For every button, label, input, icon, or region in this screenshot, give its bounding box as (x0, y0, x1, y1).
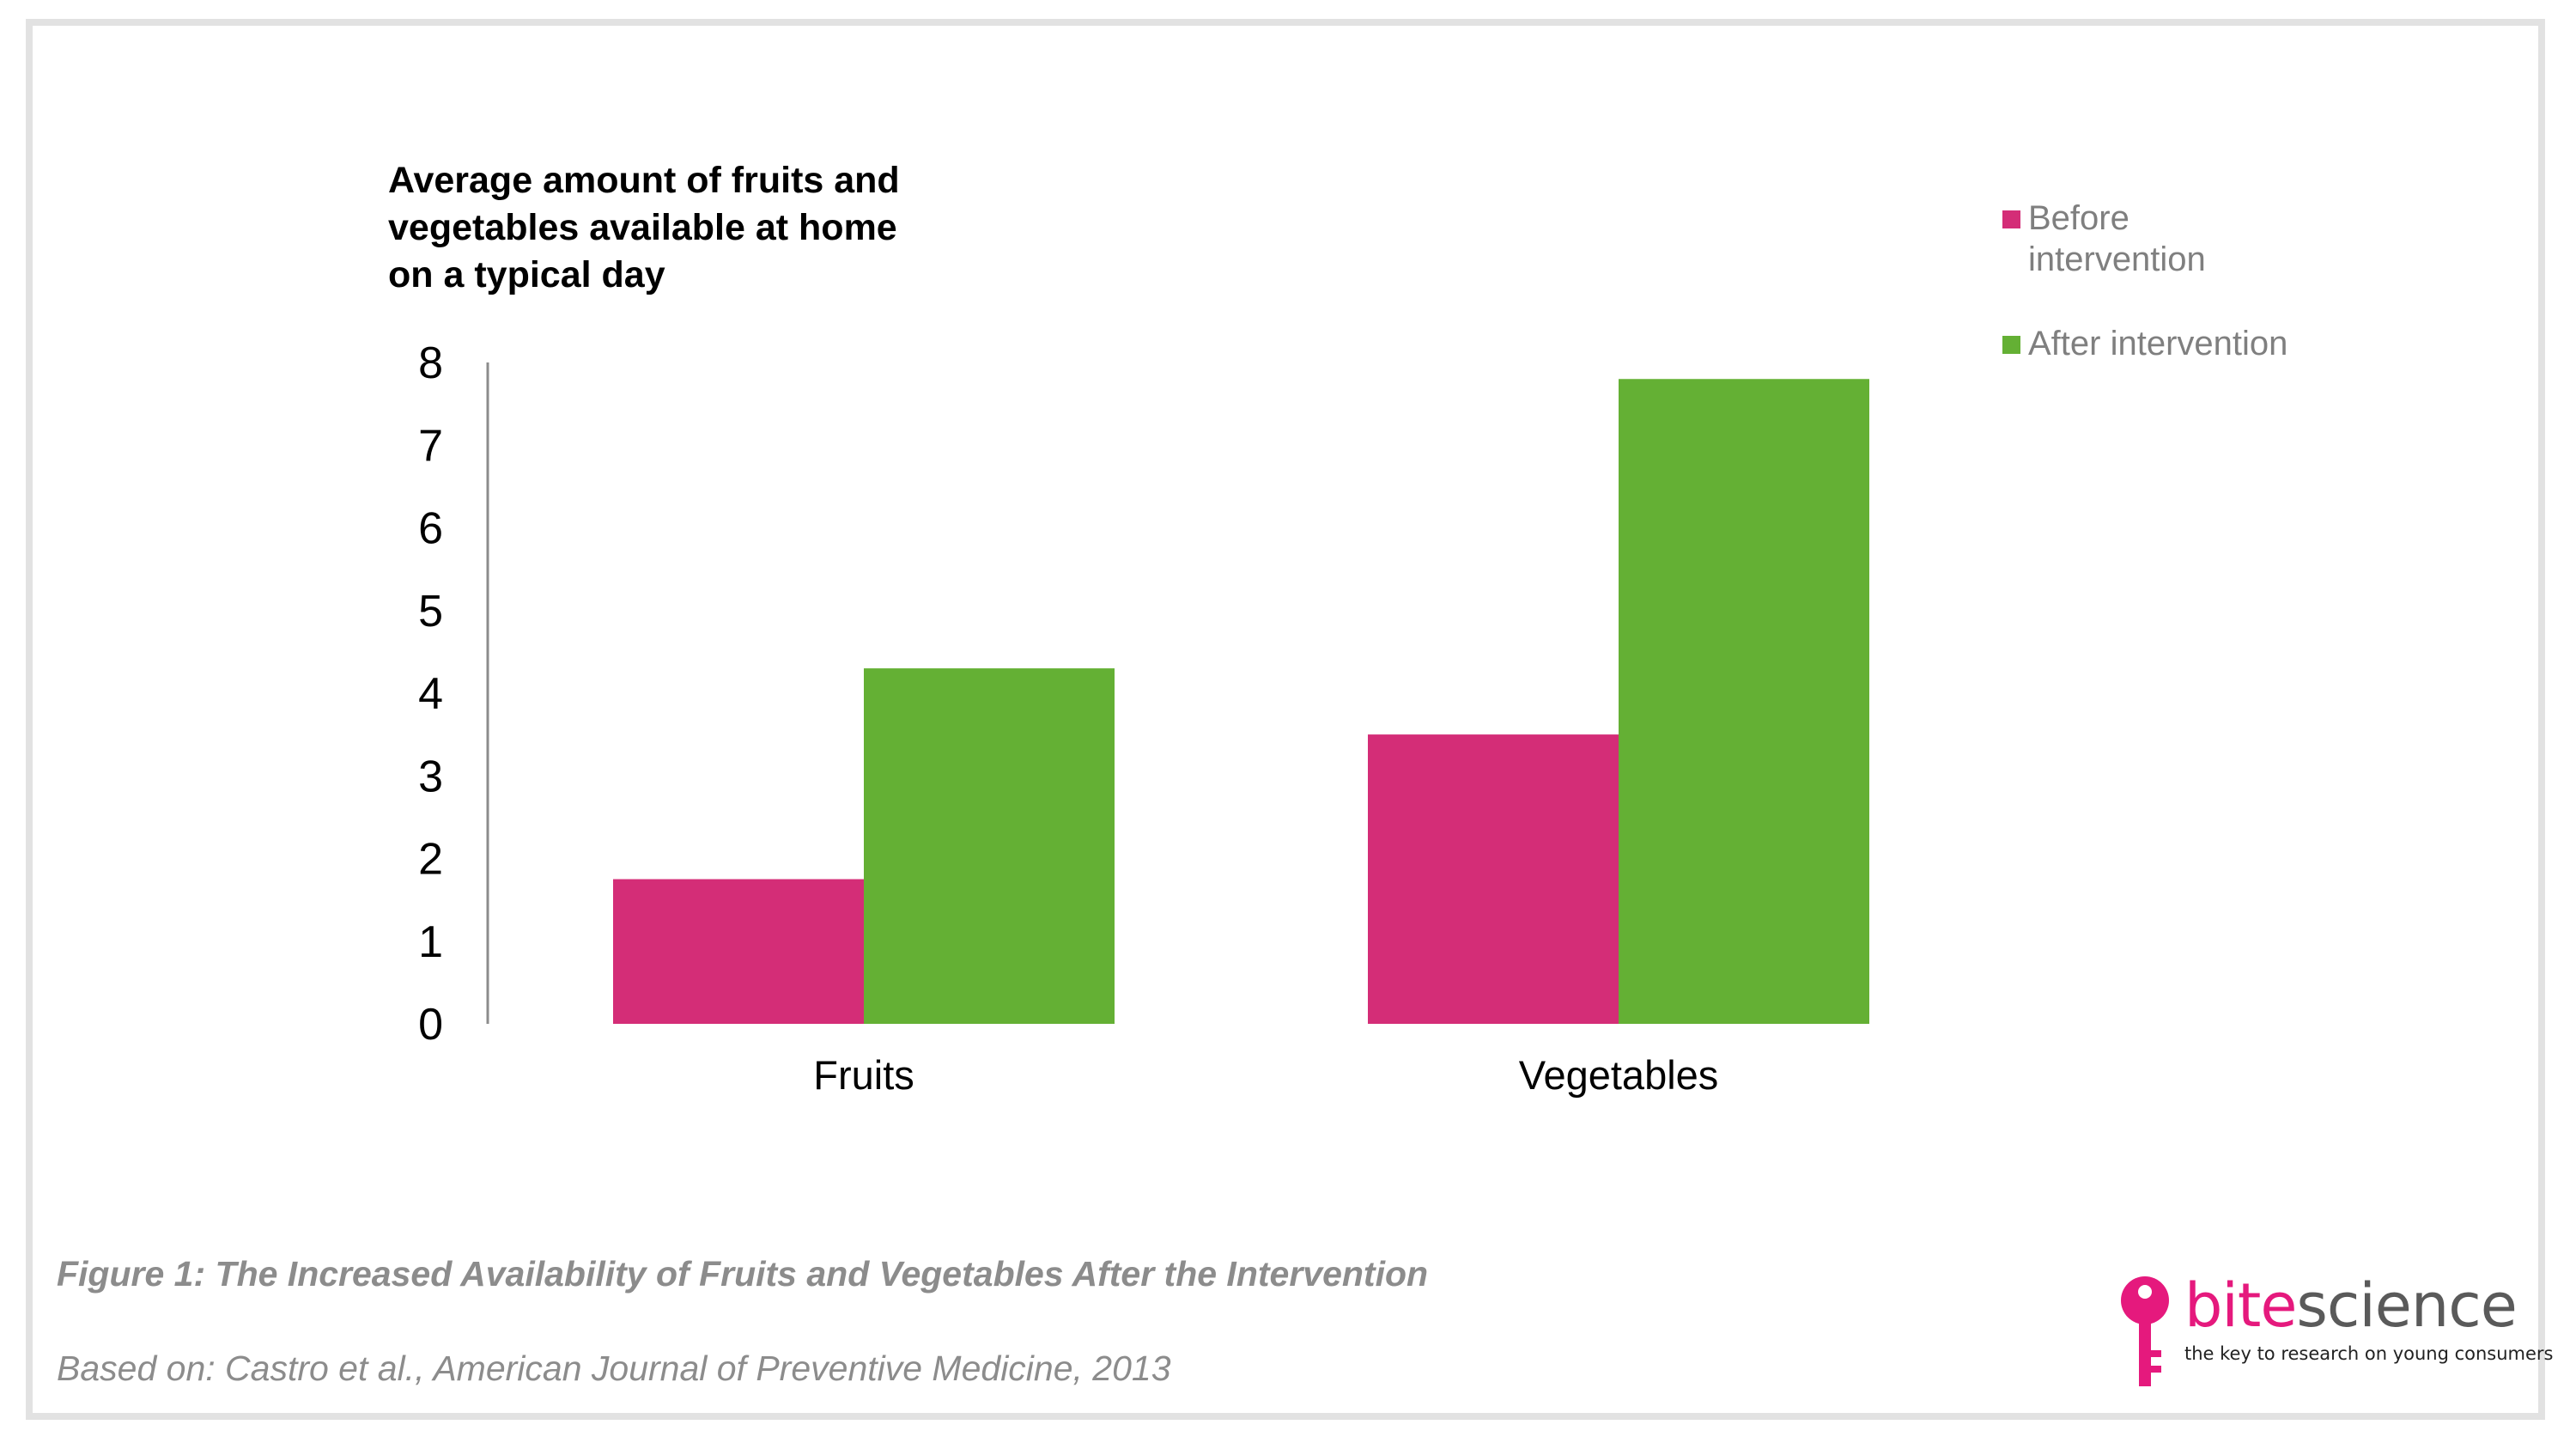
bar-after-vegetables (1619, 379, 1869, 1024)
y-tick-label: 5 (418, 587, 443, 636)
logo-tagline: the key to research on young consumers (2184, 1343, 2554, 1364)
x-tick-label: Fruits (813, 1052, 914, 1098)
y-tick-label: 4 (418, 669, 443, 719)
legend-label-after: After intervention (2028, 325, 2288, 362)
source-citation: Based on: Castro et al., American Journa… (57, 1349, 1171, 1388)
bar-before-fruits (613, 879, 864, 1024)
logo-word-bite: bite (2184, 1270, 2297, 1341)
bar-before-vegetables (1368, 734, 1619, 1024)
legend-label-before: Before intervention (2028, 199, 2206, 278)
y-tick-label: 0 (418, 1000, 443, 1050)
y-tick-label: 3 (418, 752, 443, 801)
legend-swatch-after (2002, 336, 2020, 354)
y-axis-title: Average amount of fruits and vegetables … (388, 160, 900, 295)
y-tick-label: 6 (418, 504, 443, 554)
key-icon (2121, 1276, 2169, 1386)
bitescience-logo: bitescience the key to research on young… (2112, 1270, 2554, 1391)
bar-after-fruits (864, 668, 1115, 1024)
legend-swatch-before (2002, 210, 2020, 228)
y-tick-label: 2 (418, 835, 443, 885)
chart-frame (26, 19, 2545, 1420)
y-tick-label: 1 (418, 917, 443, 967)
figure-caption: Figure 1: The Increased Availability of … (57, 1254, 1429, 1294)
y-tick-label: 7 (418, 421, 443, 471)
y-tick-label: 8 (418, 338, 443, 388)
logo-wordmark: bitescience (2184, 1270, 2518, 1341)
x-tick-label: Vegetables (1519, 1052, 1719, 1098)
logo-word-science: science (2296, 1270, 2517, 1341)
